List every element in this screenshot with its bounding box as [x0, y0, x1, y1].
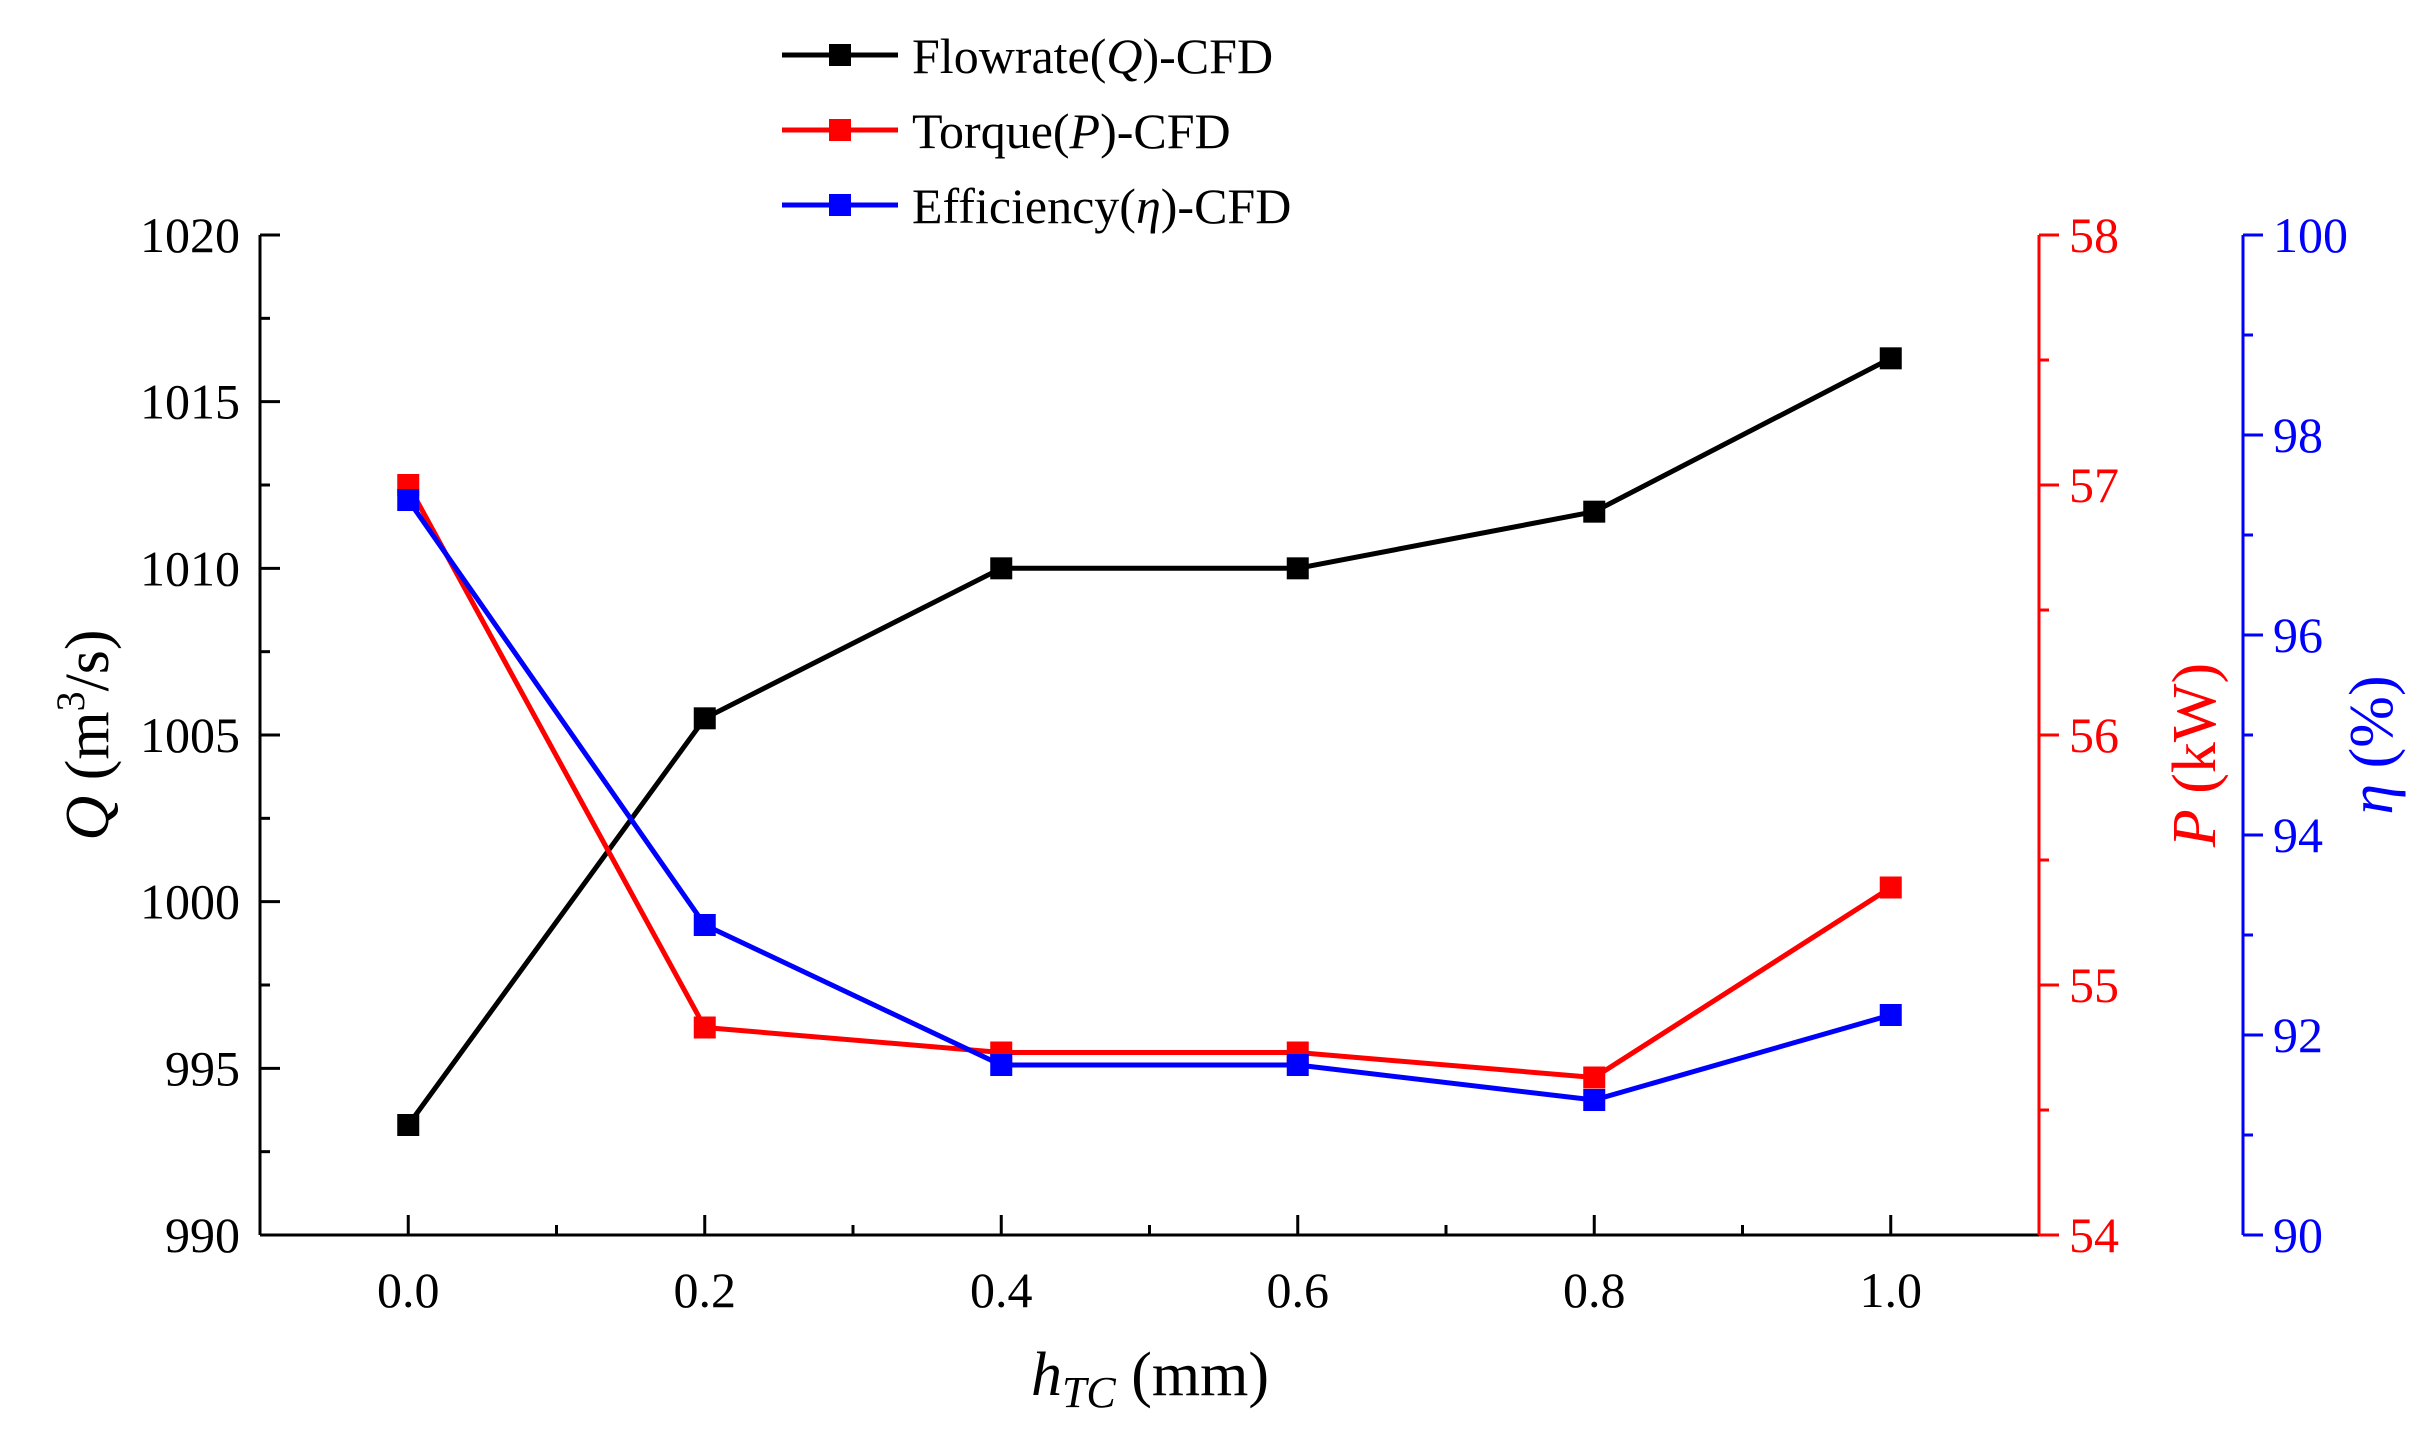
data-point-efficiency — [990, 1054, 1013, 1076]
legend-marker — [829, 119, 851, 141]
eta-tick-label: 92 — [2273, 1007, 2323, 1063]
x-axis-title: hTC (mm) — [1031, 1341, 1269, 1417]
data-point-efficiency — [1583, 1089, 1606, 1111]
x-axis-ticks: 0.0 0.2 0.4 0.6 0.8 1.0 — [377, 1215, 1922, 1318]
legend-label-symbol: P — [1069, 103, 1101, 159]
p-axis-title: P (kW) — [2161, 663, 2229, 848]
q-tick-label: 1020 — [140, 207, 240, 263]
eta-tick-label: 100 — [2273, 207, 2348, 263]
eta-axis: 90 92 94 96 98 100 — [2241, 207, 2348, 1263]
q-tick-label: 995 — [165, 1040, 240, 1096]
eta-tick-label: 94 — [2273, 807, 2323, 863]
legend: Flowrate(Q)-CFDTorque(P)-CFDEfficiency(η… — [782, 28, 1291, 234]
x-tick-label: 0.4 — [970, 1262, 1033, 1318]
series-line-flowrate — [406, 356, 1892, 1127]
data-point-torque — [1583, 1066, 1606, 1089]
eta-axis-title-unit: (%) — [2338, 675, 2406, 783]
legend-label-suffix: )-CFD — [1100, 103, 1231, 159]
legend-marker — [829, 194, 851, 216]
legend-label-suffix: )-CFD — [1161, 178, 1292, 234]
data-point-flowrate — [990, 557, 1013, 580]
eta-axis-title-symbol: η — [2338, 784, 2406, 815]
data-point-efficiency — [1879, 1004, 1902, 1026]
q-axis-title-unit: (m — [54, 711, 122, 795]
legend-label-name: Flowrate( — [912, 28, 1106, 84]
eta-axis-title: η (%) — [2338, 675, 2406, 814]
data-point-flowrate — [1879, 347, 1902, 370]
series-line-torque — [406, 483, 1893, 1080]
legend-label-symbol: Q — [1106, 28, 1142, 84]
data-point-efficiency — [1286, 1054, 1309, 1076]
series-efficiency — [397, 489, 1902, 1111]
p-tick-label: 55 — [2069, 957, 2119, 1013]
legend-label-name: Torque( — [912, 103, 1070, 159]
p-tick-label: 54 — [2069, 1207, 2119, 1263]
legend-label-name: Efficiency( — [912, 178, 1136, 234]
legend-label-suffix: )-CFD — [1143, 28, 1274, 84]
x-tick-label: 0.6 — [1267, 1262, 1330, 1318]
p-axis: 54 55 56 57 58 — [2037, 207, 2119, 1263]
x-tick-label: 0.0 — [377, 1262, 440, 1318]
x-tick-label: 1.0 — [1860, 1262, 1923, 1318]
legend-marker — [829, 44, 851, 66]
legend-label: Efficiency(η)-CFD — [912, 178, 1291, 234]
q-tick-label: 1005 — [140, 707, 240, 763]
data-point-flowrate — [397, 1114, 420, 1136]
data-point-torque — [693, 1016, 716, 1039]
q-axis-title-unit-end: /s) — [54, 629, 122, 691]
x-axis-title-unit: (mm) — [1116, 1341, 1269, 1409]
p-tick-label: 57 — [2069, 457, 2119, 513]
data-point-torque — [1879, 876, 1902, 899]
p-tick-label: 58 — [2069, 207, 2119, 263]
p-axis-title-symbol: P — [2161, 809, 2229, 848]
q-axis-title-symbol: Q — [54, 796, 122, 841]
q-axis-ticks: 990 995 1000 1005 1010 1015 1020 — [140, 207, 280, 1263]
q-tick-label: 990 — [165, 1207, 240, 1263]
q-tick-label: 1015 — [140, 374, 240, 430]
eta-tick-label: 90 — [2273, 1207, 2323, 1263]
x-axis-title-symbol: h — [1031, 1341, 1062, 1409]
series-line-efficiency — [406, 498, 1892, 1103]
data-point-efficiency — [397, 489, 420, 511]
x-axis-title-subscript: TC — [1062, 1368, 1116, 1417]
data-point-flowrate — [693, 707, 716, 730]
x-tick-label: 0.2 — [674, 1262, 737, 1318]
legend-label: Flowrate(Q)-CFD — [912, 28, 1273, 84]
data-point-flowrate — [1583, 500, 1606, 523]
q-axis-title: Q (m3/s) — [48, 629, 122, 840]
x-tick-label: 0.8 — [1563, 1262, 1626, 1318]
series-flowrate — [397, 347, 1902, 1136]
data-point-efficiency — [693, 914, 716, 936]
legend-label-symbol: η — [1136, 178, 1161, 234]
data-point-flowrate — [1286, 557, 1309, 580]
q-tick-label: 1000 — [140, 874, 240, 930]
p-tick-label: 56 — [2069, 707, 2119, 763]
q-axis-title-superscript: 3 — [48, 691, 93, 711]
q-tick-label: 1010 — [140, 540, 240, 596]
legend-label: Torque(P)-CFD — [912, 103, 1231, 159]
eta-tick-label: 96 — [2273, 607, 2323, 663]
eta-tick-label: 98 — [2273, 407, 2323, 463]
p-axis-title-unit: (kW) — [2161, 663, 2229, 809]
